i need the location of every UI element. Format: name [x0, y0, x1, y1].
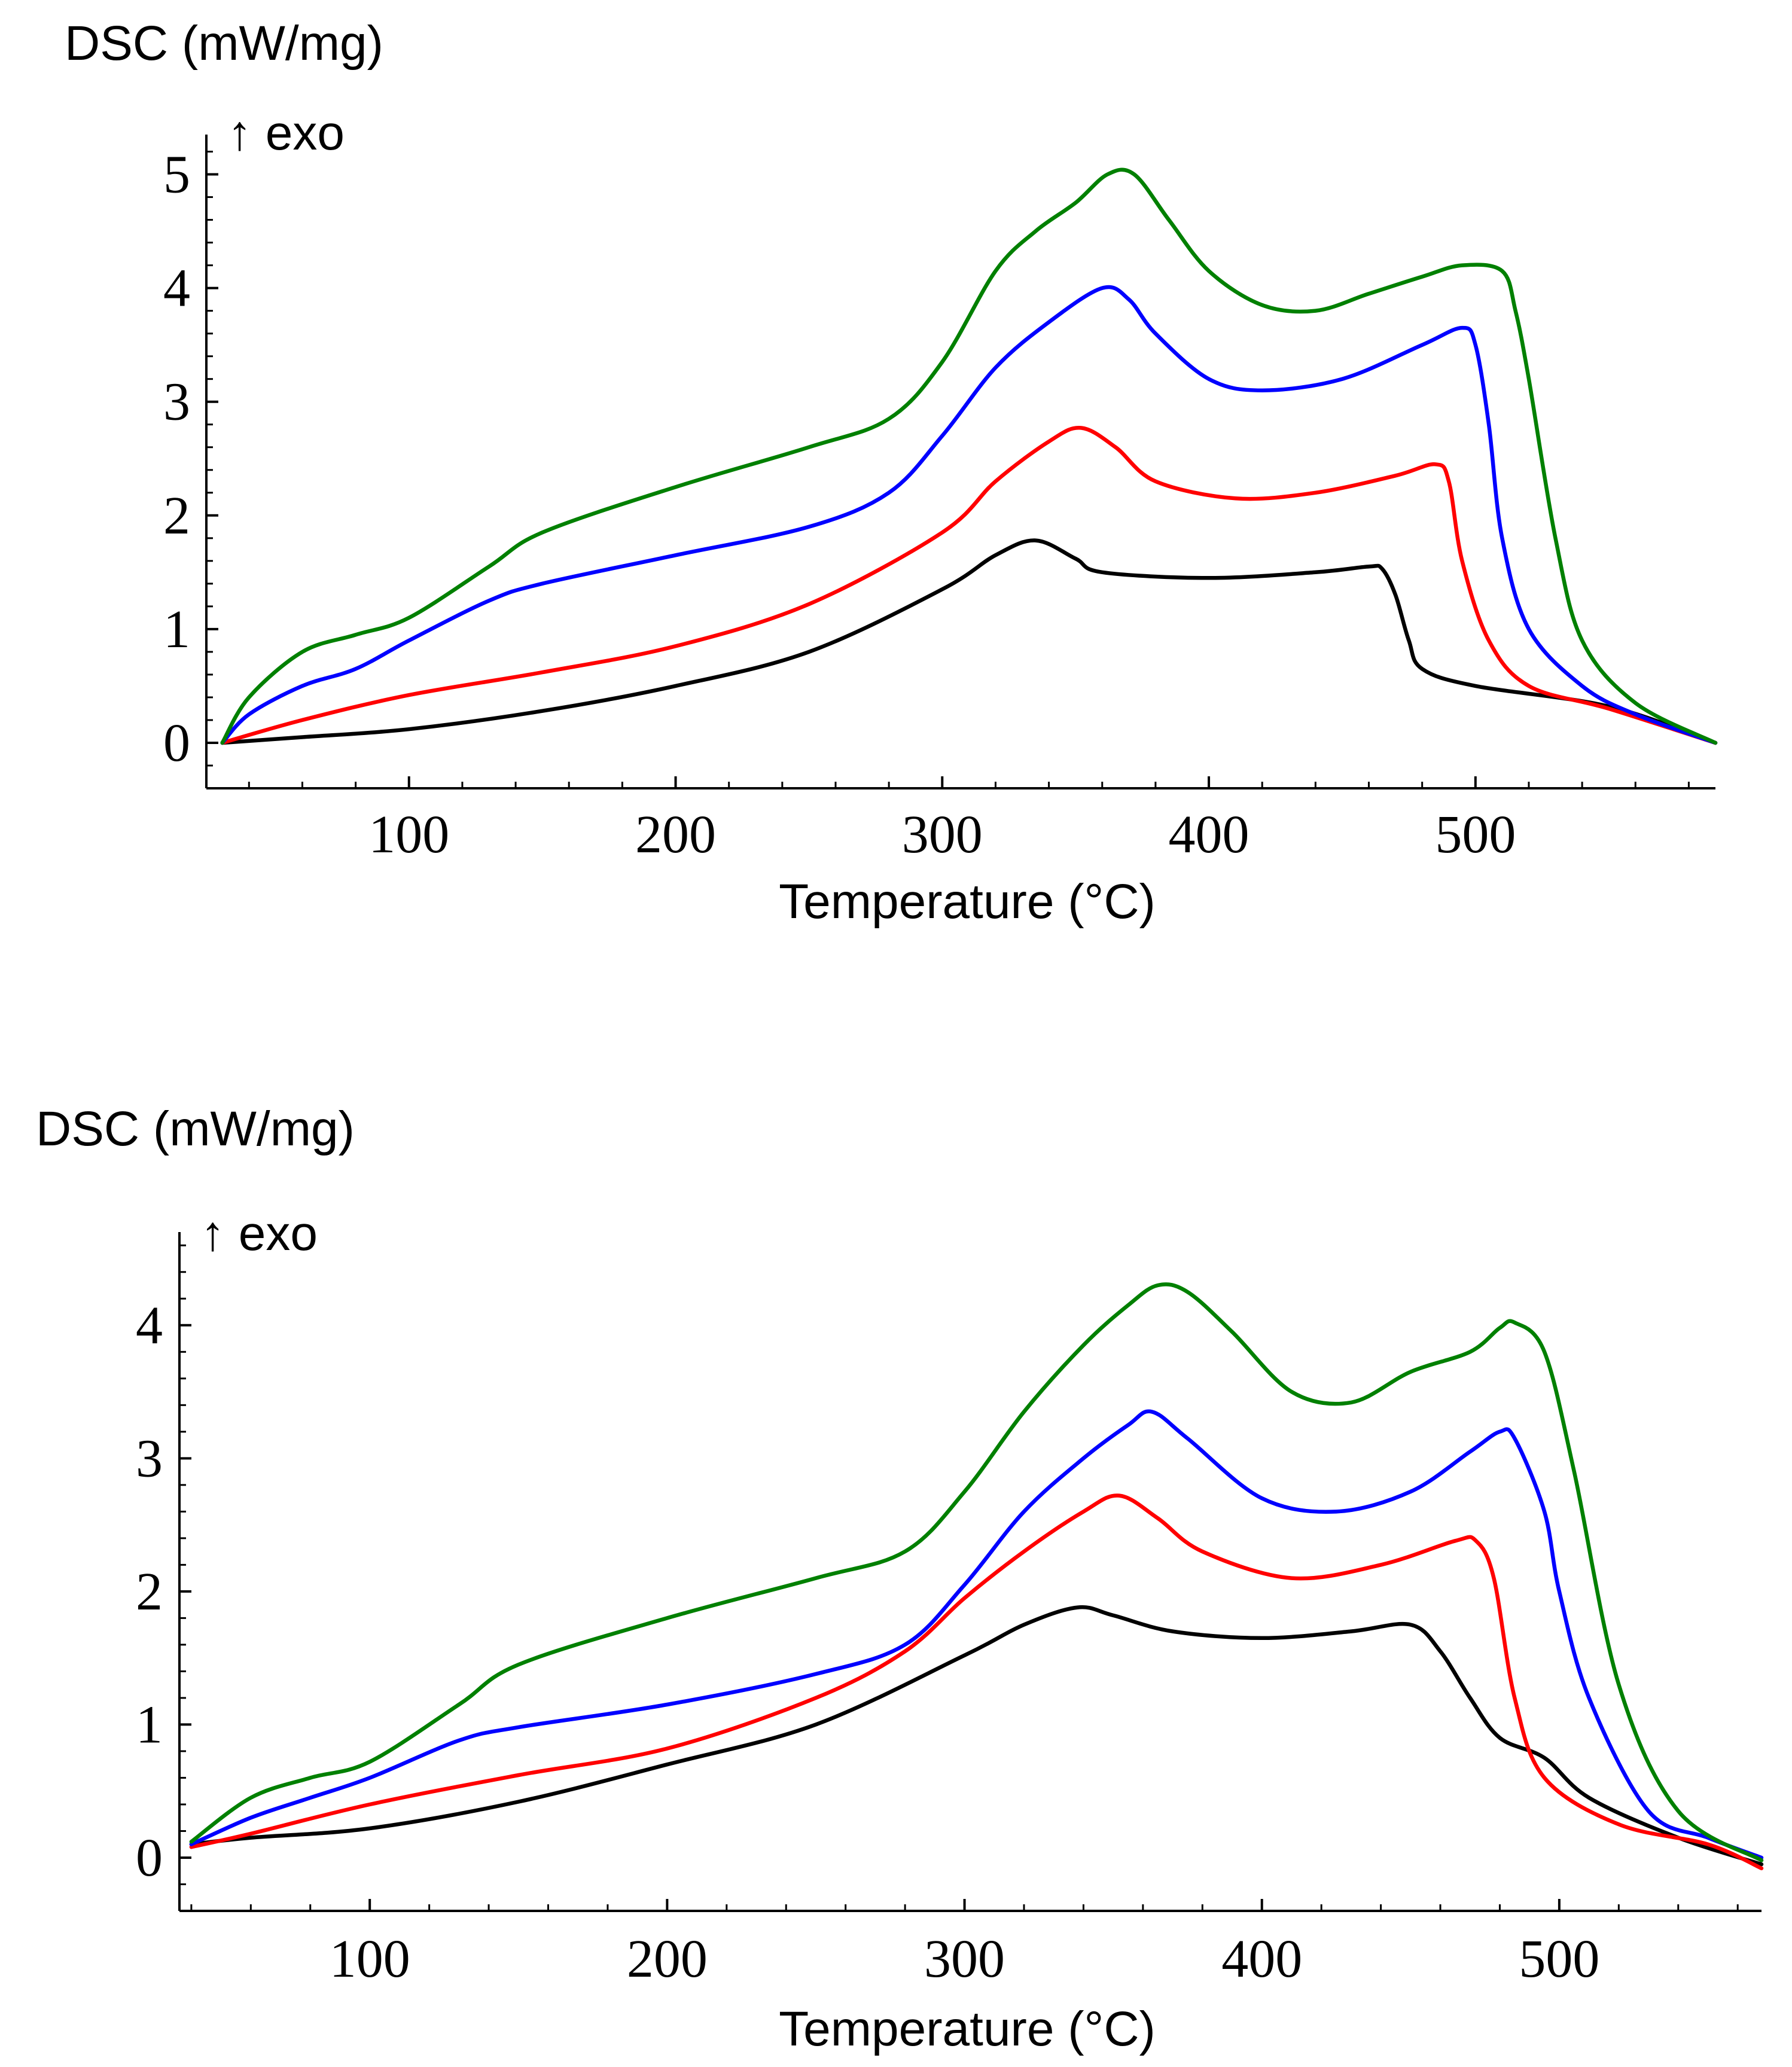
bottom-y-tick-label: 2 [136, 1562, 163, 1621]
bottom-y-tick-label: 1 [136, 1695, 163, 1754]
top-series-green-line [220, 167, 1718, 745]
top-axes: 100 200 300 400 500 0 1 2 3 4 5 [163, 135, 1715, 864]
bottom-x-tick-label: 300 [924, 1929, 1005, 1989]
top-x-tick-label: 500 [1435, 805, 1516, 864]
top-x-tick-label: 100 [368, 805, 449, 864]
top-y-axis-label: DSC (mW/mg) [65, 16, 383, 71]
bottom-axes: 100 200 300 400 500 0 1 2 3 4 [136, 1232, 1761, 1989]
top-exo-label: ↑ exo [227, 106, 345, 160]
bottom-y-tick-label: 0 [136, 1828, 163, 1888]
top-dsc-chart: DSC (mW/mg) ↑ exo 100 200 300 400 500012345 … [65, 16, 1718, 929]
bottom-x-tick-label: 100 [330, 1929, 410, 1989]
top-x-tick-label: 200 [635, 805, 716, 864]
bottom-y-axis-label: DSC (mW/mg) [36, 1102, 355, 1156]
bottom-y-tick-label: 4 [136, 1296, 163, 1355]
bottom-series-group [189, 1282, 1764, 1871]
top-series-red-line [220, 426, 1718, 745]
bottom-x-axis-label: Temperature (°C) [779, 2002, 1156, 2056]
top-y-tick-label: 5 [163, 145, 190, 205]
bottom-x-tick-label: 500 [1519, 1929, 1599, 1989]
bottom-series-blue-line [189, 1409, 1764, 1860]
top-x-tick-label: 300 [902, 805, 983, 864]
top-x-tick-label: 400 [1169, 805, 1249, 864]
top-y-tick-label: 0 [163, 714, 190, 773]
top-y-tick-label: 4 [163, 259, 190, 318]
bottom-exo-label: ↑ exo [200, 1206, 318, 1261]
top-y-tick-label: 1 [163, 600, 190, 659]
top-x-axis-label: Temperature (°C) [779, 874, 1156, 929]
top-series-black-line [220, 538, 1718, 745]
bottom-series-red-line [189, 1493, 1764, 1871]
bottom-dsc-chart: DSC (mW/mg) ↑ exo 100 200 300 400 500 0 1 2 3 4 T… [36, 1102, 1764, 2056]
top-series-group [220, 167, 1718, 745]
top-series-blue-line [220, 285, 1718, 745]
top-y-tick-label: 3 [163, 373, 190, 432]
bottom-series-green-line [189, 1282, 1764, 1862]
bottom-x-tick-label: 200 [627, 1929, 708, 1989]
bottom-x-tick-label: 400 [1221, 1929, 1302, 1989]
bottom-y-tick-label: 3 [136, 1429, 163, 1488]
top-y-tick-label: 2 [163, 486, 190, 545]
